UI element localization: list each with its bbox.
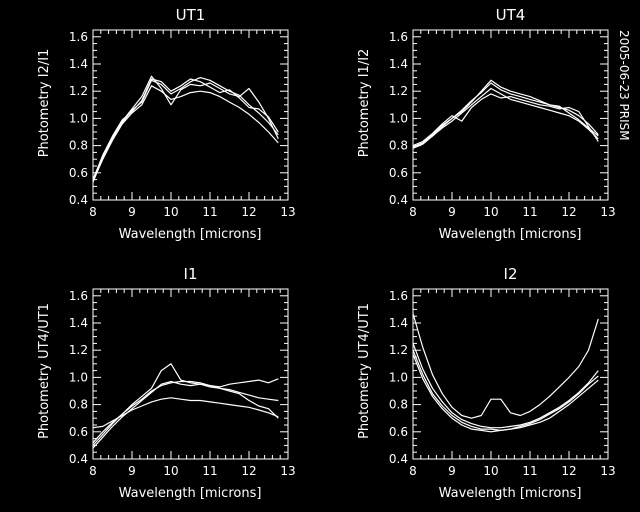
chart-title: I1 — [184, 265, 198, 283]
y-tick-label: 1.6 — [69, 289, 88, 303]
series-line-1 — [92, 76, 279, 180]
y-tick-label: 1.2 — [69, 84, 88, 98]
plot-frame — [92, 29, 289, 201]
y-axis-label: Photometry UT4/UT1 — [37, 303, 52, 439]
series-line-1 — [412, 79, 599, 148]
series-line-4 — [412, 82, 599, 148]
y-tick-label: 1.2 — [69, 343, 88, 357]
x-tick-label: 11 — [202, 205, 217, 219]
y-tick-label: 1.6 — [389, 289, 408, 303]
plot-frame — [92, 288, 289, 460]
y-tick-label: 0.4 — [389, 193, 408, 207]
x-tick-label: 8 — [89, 205, 97, 219]
x-tick-label: 12 — [561, 205, 576, 219]
panel-ut1: UT1 Wavelength [microns] Photometry I2/I… — [37, 6, 296, 242]
panel-i2: I2 Wavelength [microns] Photometry UT4/U… — [357, 265, 616, 501]
x-axis-label: Wavelength [microns] — [119, 486, 262, 501]
y-tick-label: 0.4 — [389, 452, 408, 466]
x-tick-label: 11 — [202, 464, 217, 478]
y-tick-label: 0.4 — [69, 452, 88, 466]
y-tick-label: 0.8 — [389, 139, 408, 153]
series-line-4 — [92, 78, 279, 180]
series-line-4 — [92, 380, 279, 444]
y-tick-label: 1.4 — [69, 316, 88, 330]
y-axis-label: Photometry UT4/UT1 — [357, 303, 372, 439]
x-tick-label: 12 — [241, 205, 256, 219]
y-tick-label: 0.8 — [69, 139, 88, 153]
x-axis-label: Wavelength [microns] — [119, 227, 262, 242]
y-tick-label: 0.8 — [69, 398, 88, 412]
x-tick-label: 8 — [409, 205, 417, 219]
y-tick-label: 1.2 — [389, 343, 408, 357]
side-label: 2005-06-23 PRISM — [617, 30, 631, 141]
plot-frame — [412, 288, 609, 460]
y-tick-label: 0.6 — [389, 166, 408, 180]
x-tick-label: 9 — [128, 464, 136, 478]
series-line-2 — [92, 85, 279, 182]
y-tick-label: 0.6 — [69, 166, 88, 180]
x-tick-label: 11 — [522, 205, 537, 219]
y-axis-label: Photometry I2/I1 — [37, 49, 52, 158]
x-tick-label: 12 — [561, 464, 576, 478]
x-tick-label: 9 — [128, 205, 136, 219]
y-axis-label: Photometry I1/I2 — [357, 49, 372, 158]
panel-i1: I1 Wavelength [microns] Photometry UT4/U… — [37, 265, 296, 501]
x-tick-label: 8 — [89, 464, 97, 478]
x-axis-label: Wavelength [microns] — [439, 227, 582, 242]
x-tick-label: 10 — [163, 205, 178, 219]
series-line-4 — [412, 354, 599, 433]
y-tick-label: 1.0 — [69, 370, 88, 384]
y-tick-label: 1.0 — [389, 370, 408, 384]
x-tick-label: 10 — [163, 464, 178, 478]
y-tick-label: 1.6 — [69, 30, 88, 44]
x-tick-label: 11 — [522, 464, 537, 478]
chart-title: I2 — [504, 265, 518, 283]
series-line-3 — [92, 380, 279, 449]
y-tick-label: 1.2 — [389, 84, 408, 98]
x-tick-label: 12 — [241, 464, 256, 478]
y-tick-label: 1.4 — [389, 57, 408, 71]
y-tick-label: 1.6 — [389, 30, 408, 44]
x-tick-label: 10 — [483, 464, 498, 478]
y-tick-label: 0.8 — [389, 398, 408, 412]
chart-title: UT1 — [176, 6, 206, 24]
x-tick-label: 9 — [448, 464, 456, 478]
panel-ut4: UT4 Wavelength [microns] Photometry I1/I… — [357, 6, 616, 242]
y-tick-label: 1.4 — [69, 57, 88, 71]
y-tick-label: 1.4 — [389, 316, 408, 330]
x-tick-label: 8 — [409, 464, 417, 478]
x-tick-label: 13 — [280, 205, 295, 219]
x-tick-label: 10 — [483, 205, 498, 219]
x-tick-label: 13 — [600, 205, 615, 219]
x-tick-label: 13 — [600, 464, 615, 478]
series-line-2 — [412, 87, 599, 149]
series-line-2 — [412, 343, 599, 429]
series-line-1 — [412, 313, 599, 419]
chart-title: UT4 — [496, 6, 526, 24]
y-tick-label: 0.6 — [389, 425, 408, 439]
y-tick-label: 1.0 — [69, 111, 88, 125]
series-line-3 — [412, 93, 599, 147]
series-line-2 — [92, 397, 279, 429]
y-tick-label: 1.0 — [389, 111, 408, 125]
x-tick-label: 13 — [280, 464, 295, 478]
x-tick-label: 9 — [448, 205, 456, 219]
y-tick-label: 0.4 — [69, 193, 88, 207]
y-tick-label: 0.6 — [69, 425, 88, 439]
plot-frame — [412, 29, 609, 201]
x-axis-label: Wavelength [microns] — [439, 486, 582, 501]
